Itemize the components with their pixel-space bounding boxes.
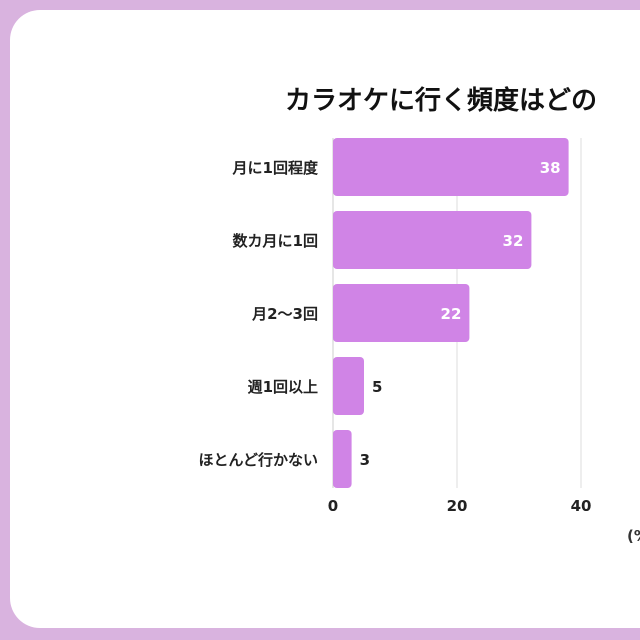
chart-title: カラオケに行く頻度はどの [285,86,598,116]
category-label: 月に1回程度 [232,159,319,177]
bar [333,357,364,415]
bar [333,138,569,196]
x-tick-label: 40 [571,497,592,515]
bar [333,284,470,342]
bar [333,430,352,488]
data-label: 38 [540,159,561,177]
data-label: 32 [503,232,524,250]
x-tick-label: 20 [447,497,468,515]
chart-card [10,10,640,628]
x-tick-label: 0 [328,497,338,515]
data-label: 22 [441,305,462,323]
category-label: 週1回以上 [248,378,318,396]
category-label: ほとんど行かない [198,451,318,469]
data-label: 3 [360,451,370,469]
category-label: 数カ月に1回 [233,232,318,250]
data-label: 5 [372,378,382,396]
category-label: 月2〜3回 [251,305,318,323]
bar [333,211,532,269]
x-axis-unit-label: (% [627,527,640,545]
